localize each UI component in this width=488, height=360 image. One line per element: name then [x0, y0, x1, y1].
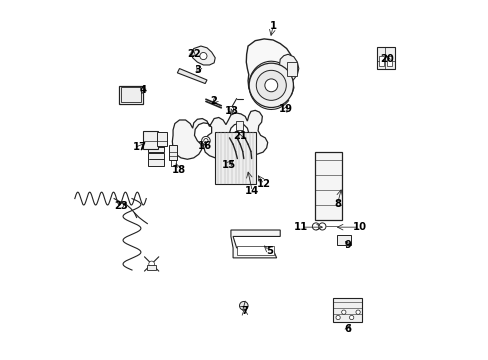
- Bar: [157, 132, 166, 146]
- Circle shape: [312, 223, 319, 230]
- Circle shape: [349, 315, 353, 320]
- Circle shape: [203, 139, 207, 143]
- Text: 1: 1: [269, 21, 276, 31]
- Text: 14: 14: [245, 186, 259, 197]
- Text: 8: 8: [333, 199, 340, 209]
- Bar: [121, 87, 141, 103]
- Circle shape: [227, 107, 233, 112]
- Bar: [148, 140, 164, 152]
- Circle shape: [239, 301, 247, 310]
- Text: 19: 19: [278, 104, 292, 114]
- Bar: [378, 57, 384, 66]
- Circle shape: [335, 315, 340, 320]
- Text: 9: 9: [344, 240, 351, 250]
- Text: 5: 5: [265, 246, 272, 256]
- Bar: [337, 235, 350, 245]
- Bar: [386, 57, 391, 66]
- Text: 2: 2: [210, 96, 217, 107]
- Polygon shape: [246, 39, 293, 104]
- Text: 12: 12: [257, 179, 270, 189]
- Text: 6: 6: [344, 324, 351, 334]
- Text: 23: 23: [114, 201, 128, 211]
- Circle shape: [355, 310, 360, 314]
- Polygon shape: [230, 230, 280, 258]
- Circle shape: [148, 261, 154, 267]
- Text: 17: 17: [133, 142, 147, 152]
- Text: 4: 4: [139, 85, 146, 95]
- Text: 18: 18: [171, 165, 185, 175]
- Bar: [148, 153, 164, 166]
- Bar: [376, 47, 394, 69]
- Circle shape: [264, 79, 277, 92]
- Bar: [169, 145, 177, 160]
- Bar: [215, 132, 256, 184]
- Circle shape: [201, 136, 210, 145]
- Circle shape: [248, 63, 293, 108]
- Circle shape: [256, 70, 285, 100]
- Polygon shape: [172, 111, 267, 159]
- Text: 22: 22: [186, 49, 200, 59]
- Polygon shape: [177, 68, 206, 84]
- Bar: [119, 86, 143, 104]
- Text: 20: 20: [380, 54, 393, 64]
- Text: 21: 21: [233, 131, 247, 141]
- Bar: [332, 298, 362, 322]
- Polygon shape: [190, 46, 215, 65]
- Text: 16: 16: [197, 141, 211, 151]
- Text: 15: 15: [221, 160, 235, 170]
- Bar: [142, 131, 157, 149]
- Bar: [235, 121, 243, 130]
- Circle shape: [318, 223, 325, 230]
- Circle shape: [341, 310, 345, 314]
- Bar: [286, 62, 296, 76]
- Text: 13: 13: [224, 107, 239, 116]
- Text: 11: 11: [293, 222, 307, 232]
- Polygon shape: [279, 54, 298, 84]
- Text: 10: 10: [352, 222, 366, 232]
- Bar: [147, 265, 156, 270]
- Circle shape: [200, 53, 206, 60]
- Text: 3: 3: [194, 65, 201, 75]
- Bar: [236, 246, 274, 255]
- Bar: [315, 152, 341, 220]
- Text: 7: 7: [241, 306, 247, 316]
